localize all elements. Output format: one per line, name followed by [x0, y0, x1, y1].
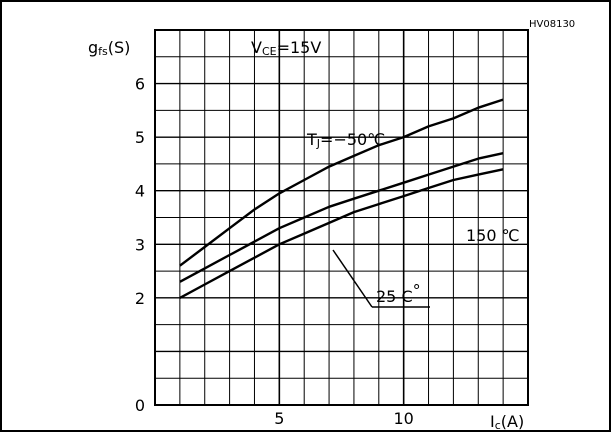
series-label-minus50: TJ=−50℃ [306, 130, 385, 150]
y-tick-label: 6 [135, 75, 145, 94]
series-line-25 [179, 152, 504, 283]
plot-border [154, 29, 529, 406]
y-tick-label: 3 [135, 235, 145, 254]
tick-labels: 0 2 3 4 5 6 5 10 [135, 75, 414, 428]
series-label-150: 150 ℃ [466, 226, 520, 245]
x-axis-title: Ic(A) [490, 412, 524, 432]
condition-label: VCE=15V [251, 38, 321, 58]
series-line-150 [179, 168, 504, 299]
y-axis-title: gfs(S) [88, 38, 130, 58]
figure-code: HV08130 [529, 19, 575, 30]
curves [179, 98, 504, 299]
x-tick-label: 10 [393, 409, 413, 428]
series-label-25: 25 C° [376, 281, 421, 306]
y-tick-label: 2 [135, 289, 145, 308]
y-tick-label: 0 [135, 396, 145, 415]
y-tick-label: 5 [135, 128, 145, 147]
series-line-minus50 [179, 98, 504, 267]
series-label-25-leader [332, 249, 373, 308]
y-tick-label: 4 [135, 182, 145, 201]
x-tick-label: 5 [274, 409, 284, 428]
